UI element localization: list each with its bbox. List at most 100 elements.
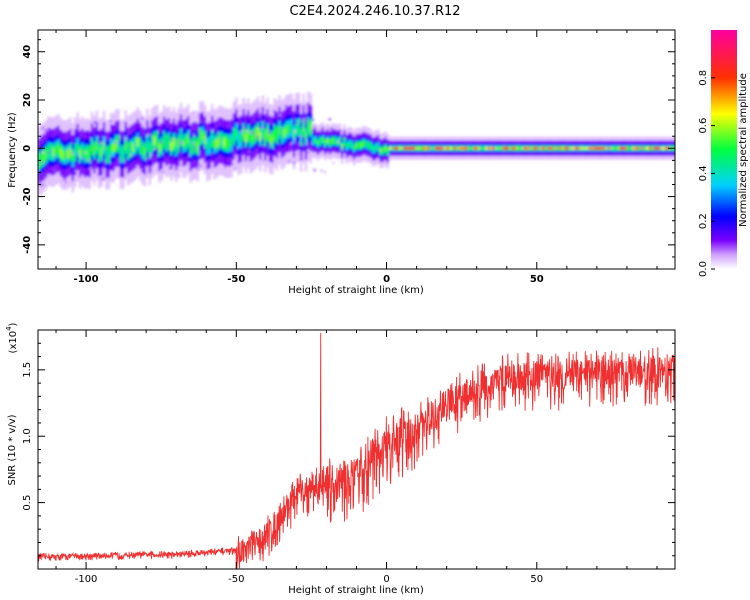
heatmap-cell [434,146,438,150]
heatmap-cell [465,146,469,150]
heatmap-cell [239,134,243,144]
heatmap-cell [458,146,462,150]
colorbar-tick-label: 0.6 [698,118,709,134]
heatmap-cell [384,146,387,151]
heatmap-noise-cell [312,118,315,121]
heatmap-noise-cell [243,126,246,129]
heatmap-noise-cell [39,184,42,187]
heatmap-cell [312,138,315,143]
heatmap-cell [518,146,522,150]
heatmap-cell [388,146,392,150]
heatmap-noise-cell [321,127,324,130]
heatmap-noise-cell [150,153,153,156]
snr-multiplier: (x104) [5,322,19,353]
colorbar-tick-label: 0.4 [698,165,709,181]
heatmap-cell [569,146,572,150]
heatmap-noise-cell [249,131,252,134]
heatmap-cell [564,146,567,150]
heatmap-cell [126,146,130,156]
heatmap-cell [160,141,163,151]
heatmap-noise-cell [153,148,156,151]
heatmap-cell [662,146,666,150]
heatmap-cell [194,140,197,150]
snr-frame [37,329,676,570]
heatmap-noise-cell [290,142,293,145]
heatmap-cell [223,138,226,147]
heatmap-cell [66,149,70,159]
heatmap-noise-cell [313,130,316,133]
heatmap-cell [643,146,647,150]
heatmap-noise-cell [89,167,92,170]
heatmap-cell [646,146,649,150]
heatmap-cell [102,140,106,150]
heatmap-cell [331,138,334,143]
heatmap-cell [391,146,394,150]
heatmap-cell [105,150,108,160]
heatmap-cell [95,140,99,150]
heatmap-cell [42,152,46,162]
heatmap-cell [81,147,84,156]
heatmap-cell [504,146,507,150]
heatmap-cell [304,132,308,141]
heatmap-cell [574,146,577,150]
heatmap-cell [100,147,103,157]
heatmap-cell [456,146,459,150]
heatmap-cell [444,146,447,150]
x-tick-label: 50 [530,574,543,585]
heatmap-cell [110,143,113,152]
heatmap-cell [482,146,486,150]
colorbar-label: Normalized spectral amplitude [738,73,749,227]
heatmap-noise-cell [328,118,331,121]
heatmap-cell [602,146,606,150]
heatmap-cell [487,146,490,150]
heatmap-cell [537,146,541,150]
heatmap-noise-cell [288,160,291,163]
heatmap-noise-cell [305,121,308,124]
heatmap-cell [545,146,548,150]
heatmap-cell [588,146,591,150]
heatmap-noise-cell [320,169,323,172]
heatmap-cell [542,146,546,150]
heatmap-cell [64,150,67,160]
heatmap-cell [71,153,75,163]
heatmap-noise-cell [268,143,271,146]
heatmap-noise-cell [191,112,194,115]
heatmap-cell [393,146,397,150]
heatmap-cell [439,146,442,150]
heatmap-noise-cell [110,155,113,158]
heatmap-cell [206,141,209,151]
heatmap-noise-cell [288,140,291,143]
snr-x-ticks: -100 -50 0 50 [55,330,658,585]
heatmap-cell [225,138,228,148]
heatmap-noise-cell [84,151,87,154]
heatmap-noise-cell [205,162,208,165]
heatmap-noise-cell [71,152,74,155]
heatmap-noise-cell [141,117,144,120]
heatmap-noise-cell [193,147,196,150]
heatmap-cell [665,146,668,150]
heatmap-noise-cell [216,130,219,133]
heatmap-cell [266,128,269,137]
heatmap-cell [417,146,421,150]
heatmap-cell [489,146,493,150]
heatmap-cell [446,146,450,150]
heatmap-noise-cell [101,177,104,180]
heatmap-cell [76,142,79,152]
heatmap-cell [268,134,272,144]
heatmap-cell [622,146,625,150]
heatmap-cell [617,146,620,150]
heatmap-noise-cell [40,172,43,175]
heatmap-cell [357,143,361,148]
heatmap-cell [242,128,245,137]
heatmap-cell [468,146,471,150]
spectrogram-y-ticks: -40 -20 0 20 40 [22,39,675,258]
heatmap-noise-cell [41,161,44,164]
heatmap-noise-cell [41,126,44,129]
heatmap-cell [251,132,255,142]
heatmap-cell [559,146,563,150]
heatmap-noise-cell [253,120,256,123]
heatmap-cell [634,146,637,150]
heatmap-cell [215,138,219,148]
colorbar-tick-label: 0.2 [698,213,709,229]
heatmap-cell [641,146,644,150]
